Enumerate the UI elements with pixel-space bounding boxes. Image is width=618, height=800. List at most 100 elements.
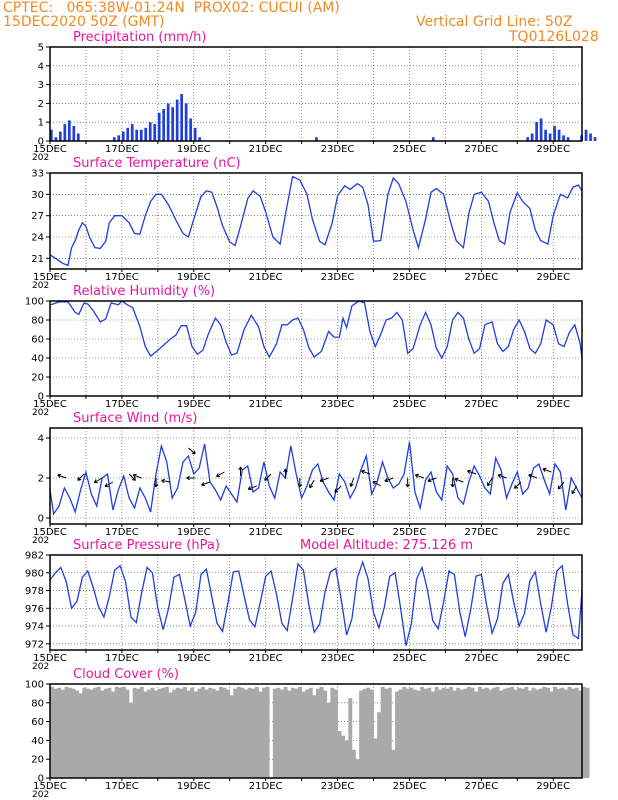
cloud-ytick-label: 60 — [31, 717, 44, 728]
cloud-bar — [157, 688, 162, 778]
wind-arrow-head — [201, 482, 206, 487]
cloud-bar — [244, 689, 249, 778]
wind-arrow-head — [349, 482, 354, 487]
cloud-bar — [398, 689, 403, 778]
cloud-bar — [326, 702, 331, 778]
cloud-bar — [129, 702, 133, 778]
pressure-title: Surface Pressure (hPa) — [73, 538, 220, 553]
cloud-bar — [118, 687, 123, 778]
cloud-bar — [380, 686, 385, 778]
cloud-bar — [373, 738, 378, 778]
wind-arrow — [319, 477, 329, 482]
cloud-bar — [492, 687, 497, 778]
wind-arrow — [467, 470, 477, 475]
rh-ytick-label: 80 — [31, 316, 44, 327]
precip-xtick-label: 29DEC — [536, 144, 570, 155]
wind-series-line — [49, 441, 583, 516]
cloud-bar — [556, 688, 561, 778]
cloud-bar — [301, 691, 306, 778]
cloud-bar — [488, 689, 493, 778]
cloud-xtick-label: 17DEC — [105, 781, 139, 792]
header-code: TQ0126L028 — [509, 29, 599, 45]
precip-bar — [126, 127, 130, 141]
cloud-bar — [535, 689, 540, 778]
wind-arrow-head — [467, 469, 472, 474]
wind-arrow — [528, 474, 538, 479]
cloud-bar — [272, 688, 277, 778]
cloud-bar — [233, 688, 238, 778]
wind-arrow-head — [571, 490, 576, 495]
cloud-bar — [294, 688, 299, 778]
header-grid-note: Vertical Grid Line: 50Z — [416, 14, 573, 30]
cloud-bar — [409, 687, 414, 778]
wind-arrow-head — [264, 476, 269, 481]
precip-bar — [72, 125, 76, 141]
precip-bar — [548, 133, 552, 141]
cloud-bar — [114, 686, 119, 778]
wind-arrow — [497, 474, 507, 479]
cloud-bar — [499, 690, 504, 778]
rh-title: Relative Humidity (%) — [73, 284, 215, 299]
cloud-bar — [341, 735, 346, 778]
precip-bar — [63, 124, 67, 141]
cloud-bar — [125, 689, 130, 778]
precip-xtick-label: 21DEC — [249, 144, 283, 155]
cloud-bar — [466, 686, 471, 778]
cloud-ytick-label: 100 — [25, 680, 44, 691]
precip-frame — [49, 46, 583, 142]
cloud-bar — [524, 686, 529, 778]
wind-arrow-head — [191, 450, 196, 455]
wind-arrow — [334, 485, 342, 493]
wind-arrow — [248, 485, 257, 490]
cloud-bar — [96, 686, 101, 778]
cloud-bar — [477, 686, 482, 778]
cloud-bar — [520, 688, 525, 778]
cloud-bar — [50, 686, 54, 778]
cloud-bar — [546, 687, 550, 778]
wind-arrow-head — [77, 476, 82, 481]
cloud-bar — [528, 690, 532, 778]
temp-ytick-label: 21 — [31, 254, 44, 265]
temp-xtick-label: 25DEC — [393, 272, 427, 283]
wind-xtick-label: 29DEC — [536, 527, 570, 538]
cloud-xtick-label: 21DEC — [249, 781, 283, 792]
cloud-bar — [258, 691, 263, 778]
cloud-bar — [78, 693, 83, 778]
cloud-bar — [64, 686, 69, 778]
cloud-bar — [481, 688, 486, 778]
rh-year-label: 202 — [32, 408, 49, 418]
cloud-bar — [531, 687, 536, 778]
cloud-xtick-label: 19DEC — [177, 781, 211, 792]
cloud-bar — [463, 688, 468, 778]
rh-xtick-label: 23DEC — [321, 399, 355, 410]
wind-arrow — [161, 479, 171, 483]
cloud-bar — [384, 688, 389, 778]
precip-bar — [121, 131, 125, 141]
cloud-bar — [107, 687, 112, 778]
cloud-ytick-label: 40 — [31, 736, 44, 747]
cloud-bar — [312, 695, 317, 778]
cloud-bar — [71, 688, 76, 778]
cloud-bar — [582, 686, 586, 778]
pressure-year-label: 202 — [32, 662, 49, 672]
cloud-xtick-label: 23DEC — [321, 781, 355, 792]
cloud-year-label: 202 — [32, 790, 49, 800]
cloud-bar — [240, 687, 245, 778]
cloud-bar — [510, 686, 515, 778]
cloud-bar — [344, 740, 349, 778]
wind-ytick-label: 0 — [38, 514, 44, 525]
cloud-bar — [423, 688, 428, 778]
cloud-bar — [193, 691, 198, 778]
pressure-series-line — [49, 560, 583, 646]
wind-xtick-label: 17DEC — [105, 527, 139, 538]
cloud-bar — [215, 690, 220, 778]
header-station: CPTEC: 065:38W-01:24N PROX02: CUCUI (AM) — [3, 0, 340, 16]
wind-arrow-head — [497, 473, 502, 478]
temp-ytick-label: 24 — [31, 233, 44, 244]
wind-title: Surface Wind (m/s) — [73, 411, 197, 426]
precip-bar — [184, 103, 188, 141]
wind-arrow-head — [361, 469, 365, 474]
cloud-bar — [369, 689, 374, 778]
precip-bar — [117, 135, 121, 141]
pressure-xtick-label: 15DEC — [33, 653, 67, 664]
